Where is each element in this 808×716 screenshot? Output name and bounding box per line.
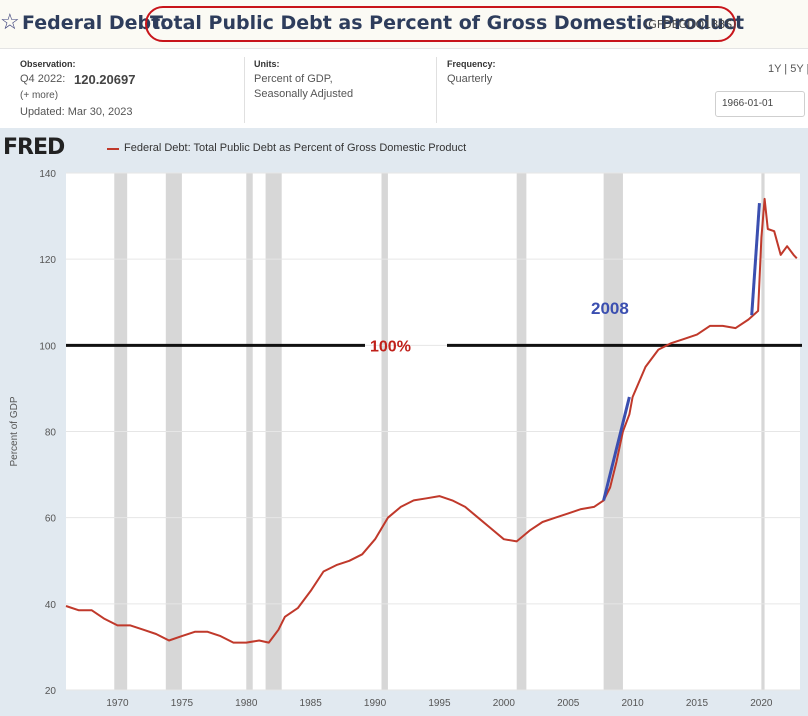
x-tick-label: 2015 [686, 698, 709, 709]
observation-period: Q4 2022: [20, 73, 66, 85]
x-tick-label: 2005 [557, 698, 580, 709]
observation-label: Observation: [20, 59, 76, 69]
y-axis-ticks: 20 40 60 80 100 120 140 [39, 169, 56, 697]
y-tick-label: 120 [39, 255, 56, 266]
y-tick-label: 60 [45, 514, 57, 525]
trend-annotations [602, 203, 761, 501]
title-highlight-oval [145, 6, 736, 42]
x-tick-label: 1985 [300, 698, 323, 709]
series-line [65, 197, 798, 644]
gridlines [66, 172, 800, 691]
y-tick-label: 40 [45, 600, 57, 611]
star-icon[interactable]: ☆ [0, 9, 20, 34]
trend-annotation-line [750, 203, 761, 316]
start-date-input[interactable]: 1966-01-01 [715, 91, 805, 117]
frequency-value: Quarterly [447, 73, 493, 85]
y-tick-label: 80 [45, 428, 57, 439]
debt-series-line [65, 197, 798, 644]
units-line-1: Percent of GDP, [254, 73, 333, 85]
series-code: (GFDEGDQ188S) [644, 18, 737, 31]
x-tick-label: 1975 [171, 698, 194, 709]
y-tick-label: 20 [45, 686, 57, 697]
x-tick-label: 1995 [428, 698, 451, 709]
y-tick-label: 140 [39, 169, 56, 180]
updated-date: Updated: Mar 30, 2023 [20, 106, 133, 118]
x-tick-label: 1990 [364, 698, 387, 709]
meta-divider [436, 57, 437, 123]
year-2008-annotation: 2008 [591, 299, 629, 318]
hundred-percent-annotation: 100% [370, 338, 411, 355]
legend-series-label: Federal Debt: Total Public Debt as Perce… [124, 142, 467, 154]
x-tick-label: 2020 [750, 698, 773, 709]
fred-logo[interactable]: FRED [3, 135, 65, 160]
x-tick-label: 1980 [235, 698, 258, 709]
units-label: Units: [254, 59, 280, 69]
date-range-links[interactable]: 1Y | 5Y | [768, 63, 808, 75]
y-axis-label: Percent of GDP [9, 396, 20, 466]
x-tick-label: 2000 [493, 698, 516, 709]
trend-annotation-line [602, 396, 631, 501]
x-axis-ticks: 1970 1975 1980 1985 1990 1995 2000 2005 2010 2015… [106, 698, 773, 709]
series-title: Total Public Debt as Percent of Gross Do… [150, 12, 745, 34]
frequency-label: Frequency: [447, 59, 496, 69]
y-tick-label: 100 [39, 341, 56, 352]
more-link[interactable]: (+ more) [20, 90, 59, 101]
meta-divider [244, 57, 245, 123]
series-meta: Observation: Q4 2022: 120.20697 (+ more)… [0, 48, 808, 129]
series-title-prefix: Federal Debt: [22, 12, 168, 34]
observation-value: 120.20697 [74, 72, 136, 87]
x-tick-label: 2010 [621, 698, 644, 709]
x-tick-label: 1970 [106, 698, 129, 709]
units-line-2: Seasonally Adjusted [254, 88, 354, 100]
legend-swatch [107, 148, 119, 150]
title-bar: ☆ Federal Debt: Total Public Debt as Per… [0, 0, 808, 48]
